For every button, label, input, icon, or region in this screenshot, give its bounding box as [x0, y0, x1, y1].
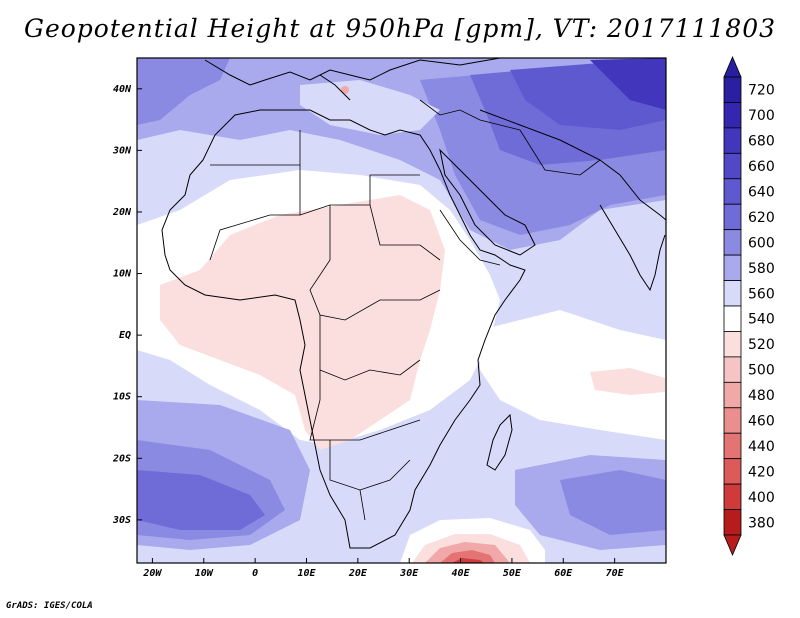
- field-indian-540: [480, 310, 666, 440]
- red-sea-coast: [439, 148, 536, 256]
- field-indian-520: [590, 368, 665, 395]
- border-2: [209, 165, 301, 261]
- colorbar-swatch: [723, 305, 742, 332]
- field-italy-spot: [341, 86, 349, 94]
- country-borders: [209, 99, 601, 521]
- lon-tick-label: 50E: [503, 568, 522, 579]
- colorbar-swatch: [723, 509, 742, 536]
- field-nw-600: [137, 58, 230, 125]
- colorbar-bottom-arrow: [723, 534, 742, 557]
- colorbar-label: 460: [748, 414, 775, 430]
- grads-credit: GrADS: IGES/COLA: [6, 601, 93, 611]
- colorbar-swatch: [723, 152, 742, 180]
- colorbar-swatch: [723, 432, 742, 460]
- border-7: [309, 370, 421, 441]
- lat-tick-label: 30S: [112, 515, 131, 526]
- colorbar-label: 660: [748, 159, 775, 175]
- colorbar-swatch: [723, 483, 742, 510]
- coastlines: [161, 58, 666, 549]
- colorbar-label: 640: [748, 185, 775, 201]
- map-frame: [136, 57, 667, 564]
- field-africa-520: [160, 195, 445, 450]
- colorbar-swatch: [723, 331, 742, 358]
- lon-tick-label: 20E: [348, 568, 368, 579]
- colorbar-label: 440: [748, 439, 775, 455]
- colorbar-swatch: [723, 254, 742, 281]
- lon-tick-label: 10W: [195, 568, 214, 579]
- lat-tick-label: 40N: [113, 84, 132, 95]
- lat-tick-label: 10N: [113, 269, 132, 280]
- colorbar-label: 680: [748, 134, 775, 150]
- colorbar-label: 420: [748, 464, 775, 480]
- madagascar-coast: [486, 413, 513, 471]
- asia-coast: [479, 109, 666, 221]
- colorbar-label: 580: [748, 261, 775, 277]
- lat-tick-label: 10S: [113, 392, 131, 403]
- border-6: [319, 315, 421, 381]
- europe-coast: [204, 58, 501, 86]
- lon-tick-label: 30E: [399, 568, 419, 579]
- italy-coast: [319, 74, 351, 101]
- lon-tick-label: 70E: [606, 568, 625, 579]
- colorbar: 720 700 680 660 640 620 600 580 560 540 520 500 480 4…: [723, 55, 775, 557]
- india-coast: [599, 204, 666, 292]
- colorbar-label: 380: [748, 515, 775, 531]
- colorbar-label: 700: [748, 108, 775, 124]
- lon-tick-label: 20W: [142, 568, 162, 579]
- colorbar-label: 540: [748, 312, 775, 328]
- colorbar-label: 500: [748, 363, 775, 379]
- lat-tick-label: 20N: [112, 207, 132, 218]
- colorbar-swatch: [723, 229, 742, 256]
- colorbar-label: 720: [748, 83, 775, 99]
- colorbar-label: 600: [748, 235, 775, 251]
- colorbar-swatch: [723, 127, 742, 154]
- colorbar-label: 560: [748, 286, 775, 302]
- lon-tick-label: 60E: [554, 568, 573, 579]
- colorbar-swatch: [723, 102, 742, 129]
- colorbar-swatch: [723, 178, 742, 205]
- colorbar-label: 480: [748, 388, 775, 404]
- border-11: [419, 99, 521, 131]
- field-shading: [137, 58, 666, 563]
- colorbar-label: 520: [748, 337, 775, 353]
- field-med-560: [300, 80, 440, 135]
- lat-tick-label: 30N: [112, 145, 132, 156]
- colorbar-swatch: [723, 280, 742, 307]
- border-12: [519, 129, 601, 176]
- border-10: [439, 209, 501, 266]
- colorbar-swatch: [723, 458, 742, 485]
- map-title: Geopotential Height at 950hPa [gpm], VT:…: [23, 14, 777, 43]
- field-se-600: [560, 470, 666, 535]
- field-slow-440: [440, 550, 495, 563]
- border-5: [309, 205, 441, 321]
- border-4: [369, 204, 441, 261]
- longitude-axis: 20W 10W 0 10E 20E 30E 40E 50E 60E 70E: [142, 558, 625, 579]
- colorbar-top-arrow: [723, 55, 742, 78]
- latitude-axis: 40N 30N 20N 10N EQ 10S 20S 30S: [112, 84, 142, 526]
- field-ne-680: [590, 58, 666, 110]
- field-slow-400: [452, 558, 484, 563]
- lon-tick-label: 10E: [297, 568, 316, 579]
- field-sw-620: [137, 470, 265, 530]
- lat-tick-label: 20S: [112, 453, 131, 464]
- lon-tick-label: 40E: [452, 568, 471, 579]
- colorbar-swatch: [723, 381, 742, 409]
- lon-tick-label: 0: [252, 568, 258, 579]
- colorbar-swatch: [723, 76, 742, 103]
- colorbar-swatch: [723, 356, 742, 383]
- colorbar-label: 620: [748, 210, 775, 226]
- colorbar-swatch: [723, 407, 742, 434]
- border-9: [359, 489, 366, 521]
- colorbar-label: 400: [748, 490, 775, 506]
- colorbar-swatch: [723, 203, 742, 231]
- lat-tick-label: EQ: [119, 330, 131, 341]
- africa-coast: [161, 109, 526, 549]
